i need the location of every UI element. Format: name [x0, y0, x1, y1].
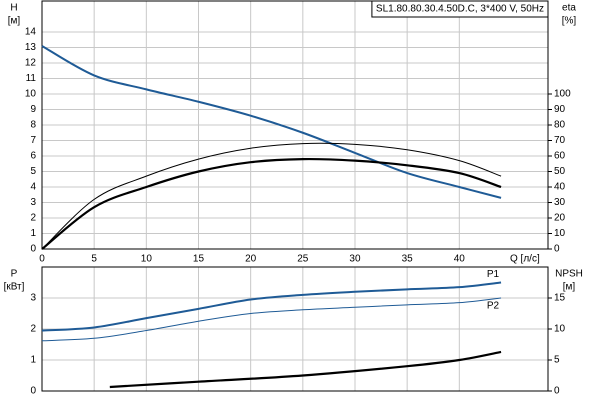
y-tick-label: 13	[25, 42, 37, 53]
y-tick-label: 7	[30, 135, 36, 146]
y-tick-label: 0	[30, 386, 36, 397]
y2-tick-label: 80	[554, 120, 566, 131]
x-tick-label: 35	[402, 254, 414, 265]
data-line	[41, 142, 502, 250]
y-tick-label: 14	[25, 27, 37, 38]
y-tick-label: 8	[30, 120, 36, 131]
y2-tick-label: 15	[554, 293, 566, 304]
y2-tick-label: 70	[554, 135, 566, 146]
y2-tick-label: 30	[554, 197, 566, 208]
x-tick-label: 10	[141, 254, 153, 265]
y-axis-label: P	[11, 269, 18, 280]
y2-tick-label: 20	[554, 213, 566, 224]
y-axis-label: H	[10, 3, 17, 14]
y2-axis-label: [м]	[563, 282, 576, 293]
data-line	[41, 157, 502, 250]
x-tick-label: 15	[193, 254, 205, 265]
y2-tick-label: 10	[554, 324, 566, 335]
y-tick-label: 10	[25, 89, 37, 100]
x-axis-label: Q [л/с]	[510, 254, 540, 265]
y-tick-label: 2	[30, 324, 36, 335]
y-tick-label: 4	[30, 182, 36, 193]
data-line	[41, 45, 502, 199]
y-tick-label: 1	[30, 355, 36, 366]
series-label: P1	[487, 269, 500, 280]
title-box	[371, 0, 549, 18]
y2-axis-label: NPSH	[555, 269, 583, 280]
y2-tick-label: 50	[554, 166, 566, 177]
y2-tick-label: 90	[554, 104, 566, 115]
y-tick-label: 3	[30, 293, 36, 304]
y-axis-label: [кВт]	[4, 282, 25, 293]
plot-frame	[41, 266, 549, 392]
y-tick-label: 1	[30, 228, 36, 239]
y2-axis-label: eta	[562, 3, 576, 14]
y-tick-label: 0	[30, 244, 36, 255]
y2-tick-label: 0	[554, 386, 560, 397]
y-tick-label: 3	[30, 197, 36, 208]
x-tick-label: 30	[349, 254, 361, 265]
x-tick-label: 0	[39, 254, 45, 265]
y2-tick-label: 5	[554, 355, 560, 366]
y2-tick-label: 0	[554, 244, 560, 255]
x-tick-label: 5	[91, 254, 97, 265]
data-line	[41, 297, 502, 342]
x-tick-label: 40	[454, 254, 466, 265]
y2-tick-label: 100	[554, 89, 571, 100]
y-tick-label: 6	[30, 151, 36, 162]
y2-tick-label: 40	[554, 182, 566, 193]
x-tick-label: 20	[245, 254, 257, 265]
y-tick-label: 9	[30, 104, 36, 115]
chart-title: SL1.80.80.30.4.50D.C, 3*400 V, 50Hz	[376, 4, 544, 15]
y-tick-label: 11	[26, 73, 37, 84]
plot-frame	[41, 0, 549, 250]
y-tick-label: 5	[30, 166, 36, 177]
y2-axis-label: [%]	[562, 16, 577, 27]
y2-tick-label: 60	[554, 151, 566, 162]
data-line	[41, 281, 502, 332]
series-label: P2	[487, 301, 500, 312]
data-line	[109, 350, 502, 389]
y2-tick-label: 10	[554, 228, 566, 239]
y-tick-label: 2	[30, 213, 36, 224]
x-tick-label: 25	[297, 254, 309, 265]
y-tick-label: 12	[25, 58, 37, 69]
y-axis-label: [м]	[8, 16, 21, 27]
